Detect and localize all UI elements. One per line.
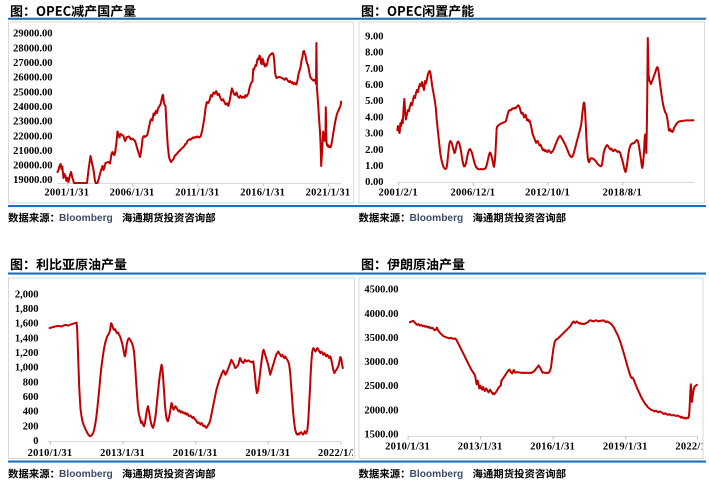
svg-text:2006/12/1: 2006/12/1 (450, 188, 495, 199)
svg-text:24000.00: 24000.00 (13, 102, 52, 113)
svg-text:20000.00: 20000.00 (13, 161, 52, 172)
svg-text:0: 0 (33, 436, 38, 447)
svg-text:28000.00: 28000.00 (13, 43, 52, 54)
svg-text:19000.00: 19000.00 (13, 175, 52, 186)
svg-text:2018/8/1: 2018/8/1 (603, 188, 642, 199)
svg-text:2016/1/31: 2016/1/31 (530, 442, 575, 453)
svg-text:2001/2/1: 2001/2/1 (379, 188, 418, 199)
svg-text:9.00: 9.00 (365, 31, 383, 42)
svg-text:0.00: 0.00 (365, 177, 383, 188)
svg-text:7.00: 7.00 (365, 64, 383, 75)
svg-text:2016/1/31: 2016/1/31 (173, 448, 218, 459)
svg-text:Bloomberg: Bloomberg (410, 213, 464, 224)
svg-text:2016/1/31: 2016/1/31 (240, 188, 285, 199)
svg-text:Bloomberg: Bloomberg (410, 469, 464, 480)
svg-text:1,600: 1,600 (15, 319, 39, 330)
svg-text:400: 400 (23, 407, 39, 418)
svg-text:1,200: 1,200 (15, 348, 39, 359)
svg-text:29000.00: 29000.00 (13, 29, 52, 40)
svg-text:2500.00: 2500.00 (364, 381, 398, 392)
svg-text:4.00: 4.00 (365, 112, 383, 123)
svg-text:2010/1/31: 2010/1/31 (385, 442, 430, 453)
svg-text:600: 600 (23, 392, 39, 403)
svg-text:3.00: 3.00 (365, 129, 383, 140)
svg-text:2010/1/31: 2010/1/31 (28, 448, 73, 459)
svg-text:Bloomberg: Bloomberg (59, 469, 113, 480)
svg-text:200: 200 (23, 421, 39, 432)
svg-text:4000.00: 4000.00 (364, 309, 398, 320)
svg-text:2000.00: 2000.00 (364, 405, 398, 416)
svg-text:2013/1/31: 2013/1/31 (458, 442, 503, 453)
svg-text:2022/1/31: 2022/1/31 (318, 448, 363, 459)
svg-text:2013/1/31: 2013/1/31 (100, 448, 145, 459)
svg-text:1.00: 1.00 (365, 161, 383, 172)
svg-text:2019/1/31: 2019/1/31 (603, 442, 648, 453)
svg-text:23000.00: 23000.00 (13, 117, 52, 128)
svg-text:1,400: 1,400 (15, 333, 39, 344)
svg-text:2012/10/1: 2012/10/1 (525, 188, 570, 199)
svg-text:3000.00: 3000.00 (364, 357, 398, 368)
svg-text:5.00: 5.00 (365, 96, 383, 107)
svg-text:1,800: 1,800 (15, 304, 39, 315)
svg-text:22000.00: 22000.00 (13, 131, 52, 142)
svg-text:2019/1/31: 2019/1/31 (245, 448, 290, 459)
svg-text:Bloomberg: Bloomberg (59, 213, 113, 224)
svg-text:2022/1/31: 2022/1/31 (675, 442, 709, 453)
svg-text:800: 800 (23, 377, 39, 388)
svg-text:1500.00: 1500.00 (364, 430, 398, 441)
svg-text:1,000: 1,000 (15, 363, 39, 374)
svg-text:26000.00: 26000.00 (13, 73, 52, 84)
svg-text:6.00: 6.00 (365, 80, 383, 91)
svg-text:4500.00: 4500.00 (364, 285, 398, 296)
svg-text:2006/1/31: 2006/1/31 (110, 188, 155, 199)
svg-text:2,000: 2,000 (15, 289, 39, 300)
svg-text:8.00: 8.00 (365, 48, 383, 59)
svg-text:2021/1/31: 2021/1/31 (306, 188, 351, 199)
svg-text:3500.00: 3500.00 (364, 333, 398, 344)
svg-text:27000.00: 27000.00 (13, 58, 52, 69)
svg-text:21000.00: 21000.00 (13, 146, 52, 157)
svg-text:2.00: 2.00 (365, 145, 383, 156)
svg-text:25000.00: 25000.00 (13, 87, 52, 98)
svg-text:2011/1/31: 2011/1/31 (175, 188, 219, 199)
svg-text:2001/1/31: 2001/1/31 (44, 188, 89, 199)
